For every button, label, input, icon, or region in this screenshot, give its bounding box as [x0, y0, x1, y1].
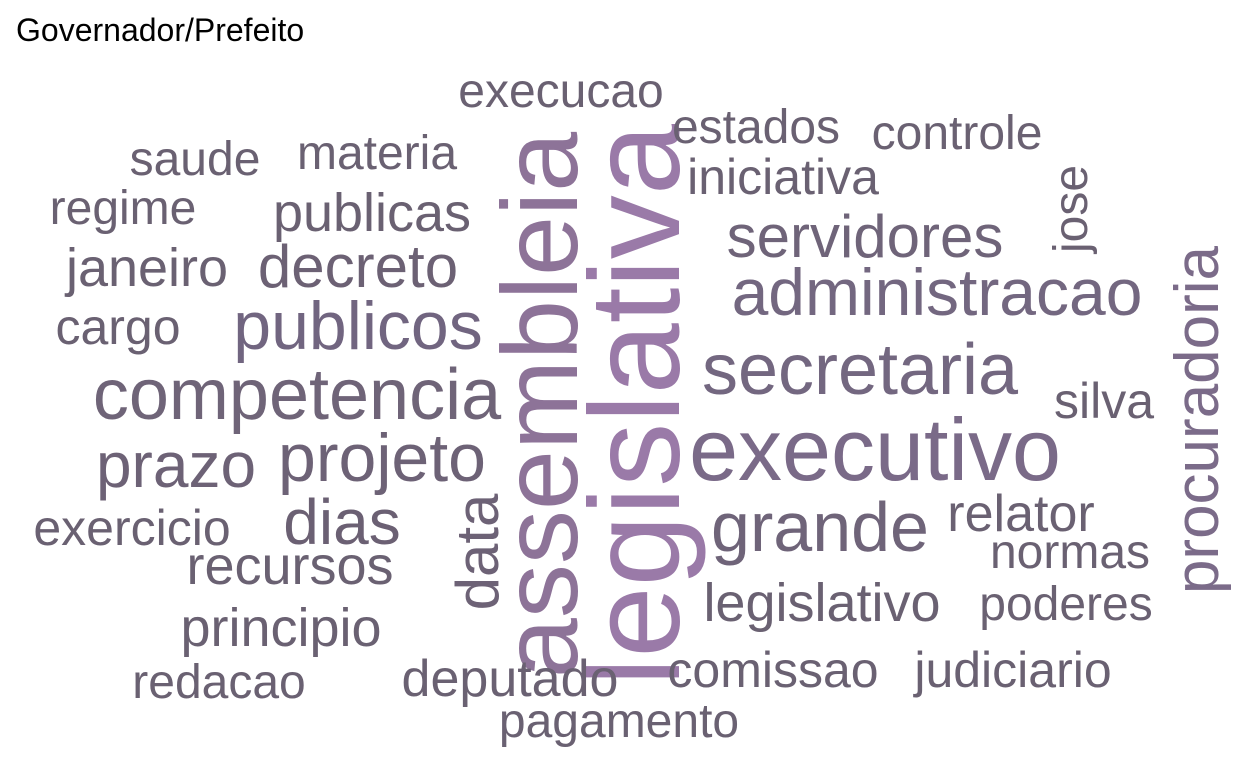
word-iniciativa: iniciativa	[687, 149, 879, 205]
word-executivo: executivo	[689, 400, 1061, 499]
word-legislativo: legislativo	[703, 573, 941, 633]
word-comissao: comissao	[667, 642, 879, 698]
word-normas: normas	[989, 526, 1151, 579]
word-controle: controle	[871, 107, 1043, 160]
word-pagamento: pagamento	[498, 695, 740, 748]
word-exercicio: exercicio	[33, 500, 231, 556]
word-grande: grande	[711, 488, 929, 566]
word-recursos: recursos	[186, 536, 394, 596]
word-servidores: servidores	[726, 203, 1004, 270]
word-silva: silva	[1053, 373, 1155, 429]
word-janeiro: janeiro	[65, 238, 229, 298]
word-decreto: decreto	[257, 233, 459, 300]
word-principio: principio	[180, 598, 382, 658]
word-prazo: prazo	[95, 429, 257, 501]
word-secretaria: secretaria	[701, 330, 1019, 410]
word-redacao: redacao	[132, 656, 306, 709]
word-saude: saude	[129, 133, 261, 186]
word-jose: jose	[1045, 164, 1098, 254]
word-competencia: competencia	[92, 355, 502, 435]
word-cargo: cargo	[55, 299, 181, 355]
word-judiciario: judiciario	[914, 642, 1112, 698]
word-execucao: execucao	[458, 65, 664, 118]
word-administracao: administracao	[731, 255, 1143, 329]
word-data: data	[444, 493, 511, 611]
word-materia: materia	[296, 127, 458, 180]
word-deputado: deputado	[401, 650, 619, 708]
word-projeto: projeto	[278, 420, 486, 496]
word-dias: dias	[283, 486, 401, 558]
word-estados: estados	[671, 101, 841, 154]
word-publicos: publicos	[233, 288, 483, 364]
word-regime: regime	[49, 182, 197, 235]
chart-title: Governador/Prefeito	[16, 12, 305, 48]
word-poderes: poderes	[979, 578, 1153, 631]
word-relator: relator	[947, 485, 1095, 543]
word-publicas: publicas	[272, 183, 472, 243]
word-procuradoria: procuradoria	[1163, 245, 1232, 595]
